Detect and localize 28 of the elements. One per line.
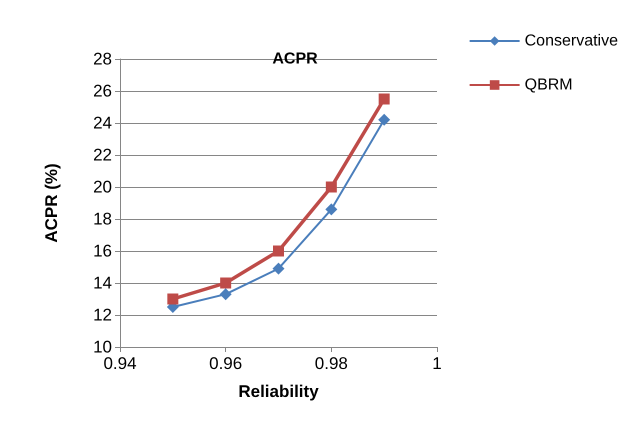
point	[167, 294, 178, 304]
x-tick-label: 0.96	[209, 354, 242, 373]
point	[220, 288, 232, 300]
legend-label: Conservative	[524, 32, 618, 50]
point	[272, 262, 284, 275]
x-tick-label: 1	[432, 354, 442, 373]
y-tick-label: 26	[93, 82, 112, 100]
x-tick-label: 0.94	[103, 354, 137, 373]
point	[378, 114, 390, 126]
chart-title: ACPR	[272, 50, 318, 68]
y-axis-title: ACPR (%)	[42, 163, 61, 243]
y-tick-label: 14	[93, 274, 112, 292]
point	[273, 246, 284, 256]
y-tick-label: 12	[93, 306, 112, 324]
legend-label: QBRM	[524, 76, 573, 94]
y-tick-label: 22	[93, 146, 112, 164]
y-tick-label: 20	[93, 178, 112, 196]
y-tick-label: 24	[93, 114, 112, 132]
y-tick-label: 16	[93, 242, 112, 260]
x-tick-label: 0.98	[314, 354, 348, 373]
point	[325, 203, 338, 216]
y-tick-label: 18	[93, 210, 112, 228]
x-axis-title: Reliability	[238, 382, 320, 401]
point	[378, 94, 390, 104]
point	[220, 278, 232, 288]
y-tick-label: 10	[93, 338, 112, 356]
y-tick-label: 28	[93, 50, 112, 68]
point	[326, 182, 337, 192]
